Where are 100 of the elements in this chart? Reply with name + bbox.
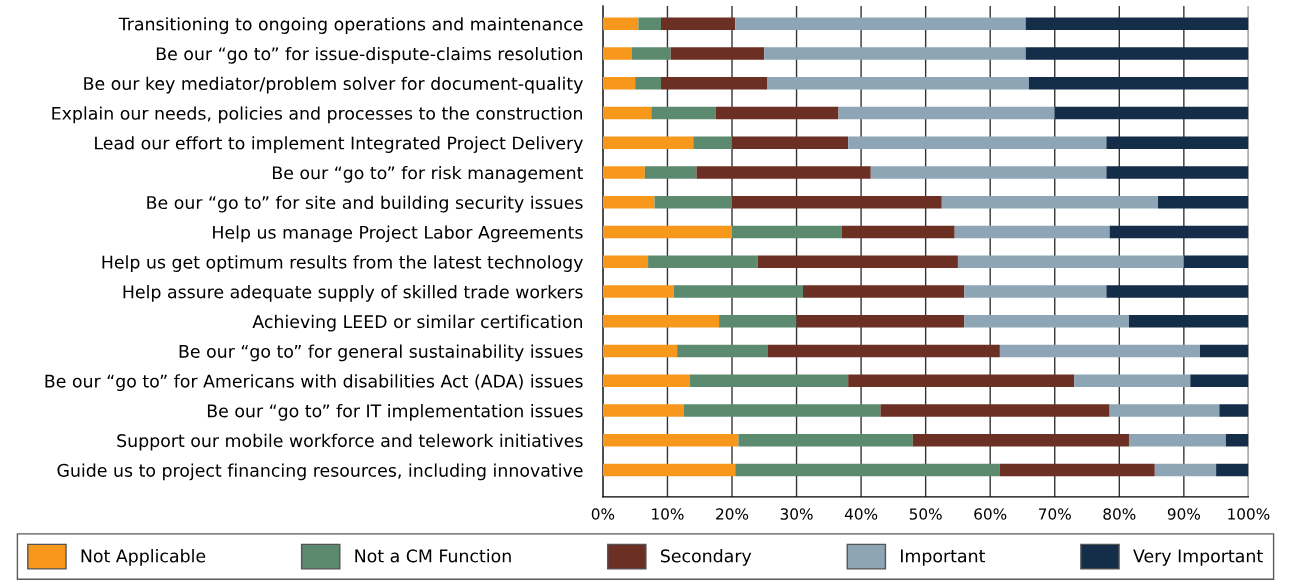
bar — [1199, 344, 1249, 358]
bar — [602, 344, 678, 358]
bar — [957, 255, 1184, 269]
bar — [732, 196, 942, 209]
y-tick-label: Lead our effort to implement Integrated Project Delivery — [95, 136, 583, 153]
bar — [735, 463, 1000, 477]
bar — [767, 344, 1000, 358]
bar — [870, 166, 1107, 179]
y-tick-label: Achieving LEED or similar certification — [252, 314, 582, 332]
bar — [941, 196, 1159, 209]
x-tick-label: 60% — [974, 508, 1007, 520]
bar — [677, 344, 768, 358]
legend-label: Not Applicable — [81, 549, 206, 566]
x-tick-label: 20% — [716, 508, 749, 520]
x-tick-label: 100% — [1228, 508, 1270, 520]
bar — [735, 17, 1026, 30]
bar — [1109, 225, 1249, 239]
bar — [654, 196, 732, 209]
bar — [1219, 404, 1249, 417]
bar — [1183, 255, 1249, 269]
x-tick-label: 50% — [909, 508, 942, 520]
bar — [602, 374, 691, 388]
bar — [602, 196, 655, 209]
bar — [1216, 463, 1249, 477]
legend-label: Not a CM Function — [355, 549, 511, 563]
bar — [602, 255, 649, 269]
legend-label: Secondary — [660, 549, 752, 566]
bar — [602, 463, 736, 477]
bar — [638, 17, 661, 30]
bar — [660, 77, 768, 90]
bar — [767, 77, 1029, 90]
y-tick-label: Help us get optimum results from the latest technology — [102, 255, 583, 272]
bar — [602, 315, 720, 328]
bar — [1054, 106, 1249, 120]
bar — [1074, 374, 1191, 388]
bar — [1025, 47, 1249, 60]
bar — [912, 434, 1129, 447]
bar — [690, 374, 849, 388]
bar — [757, 255, 958, 269]
x-tick-label: 80% — [1103, 508, 1136, 520]
bar — [838, 106, 1055, 120]
y-tick-label: Transitioning to ongoing operations and maintenance — [118, 17, 583, 34]
y-tick-label: Help assure adequate supply of skilled trade workers — [123, 284, 583, 302]
bar — [670, 47, 765, 60]
y-tick-label: Be our “go to” for site and building security issues — [147, 195, 583, 213]
bar — [1028, 77, 1249, 90]
bar — [693, 136, 732, 150]
bar — [602, 136, 694, 150]
bar — [796, 315, 965, 328]
x-tick-label: 30% — [780, 508, 813, 520]
bar — [660, 17, 736, 30]
x-tick-label: 70% — [1039, 508, 1071, 520]
y-tick-label: Guide us to project financing resources, including innovative — [57, 463, 583, 481]
y-tick-label: Help us manage Project Labor Agreements — [213, 225, 583, 243]
bar — [602, 17, 639, 30]
bar — [683, 404, 881, 417]
bar — [1190, 374, 1249, 388]
bar — [1128, 315, 1249, 328]
bar — [738, 434, 913, 447]
bar — [602, 434, 739, 447]
bar — [803, 285, 965, 298]
bar — [602, 225, 732, 239]
bar — [954, 225, 1110, 239]
bar — [964, 285, 1107, 298]
bar — [964, 315, 1129, 328]
bar — [719, 315, 797, 328]
y-tick-label: Be our “go to” for IT implementation issues — [207, 403, 583, 421]
y-tick-label: Be our “go to” for issue-dispute-claims resolution — [156, 46, 582, 64]
bar — [648, 255, 758, 269]
bar — [602, 106, 652, 120]
bar — [602, 77, 636, 90]
bar — [1025, 17, 1249, 30]
legend-label: Very Important — [1133, 549, 1263, 566]
bar — [602, 404, 684, 417]
bar — [1158, 196, 1249, 209]
bar — [1109, 404, 1220, 417]
bar — [880, 404, 1110, 417]
bar — [651, 106, 716, 120]
y-tick-label: Be our key mediator/problem solver for document-quality — [84, 76, 583, 94]
y-tick-label: Support our mobile workforce and telework initiatives — [117, 433, 583, 451]
bar — [1106, 285, 1249, 298]
bar — [1106, 136, 1249, 150]
bar — [673, 285, 803, 298]
bar — [764, 47, 1026, 60]
bar — [602, 285, 674, 298]
bar — [602, 47, 632, 60]
bar — [841, 225, 955, 239]
bar — [631, 47, 671, 60]
y-tick-label: Explain our needs, policies and processes to the construction — [52, 106, 582, 124]
bar — [999, 463, 1155, 477]
legend-label: Important — [901, 549, 985, 566]
x-tick-label: 40% — [844, 508, 878, 520]
bar — [1128, 434, 1226, 447]
bar — [635, 77, 661, 90]
bar — [848, 374, 1075, 388]
bar — [732, 225, 842, 239]
bar — [1154, 463, 1217, 477]
y-tick-label: Be our “go to” for Americans with disabilities Act (ADA) issues — [45, 374, 583, 392]
y-tick-label: Be our “go to” for general sustainability issues — [179, 344, 583, 362]
bar — [999, 344, 1200, 358]
